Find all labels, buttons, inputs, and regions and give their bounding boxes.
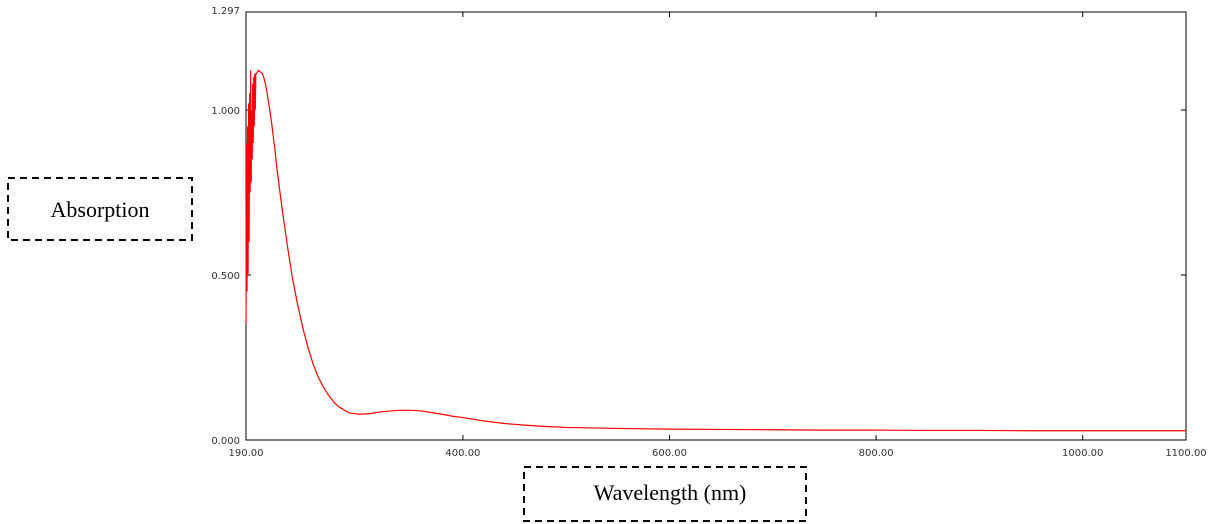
y-tick-label: 1.000	[211, 106, 240, 117]
x-axis-label: Wavelength (nm)	[594, 480, 747, 505]
x-tick-label: 600.00	[652, 448, 687, 459]
tick-layer: 190.00 400.00 600.00 800.00 1000.00 1100.00 0.…	[211, 6, 1206, 459]
x-tick-label: 190.00	[229, 448, 264, 459]
series-line	[245, 69, 1186, 432]
x-tick-label: 1000.00	[1062, 448, 1103, 459]
y-tick-label: 0.500	[211, 271, 240, 282]
x-tick-label: 400.00	[445, 448, 480, 459]
y-axis-label: Absorption	[51, 197, 150, 222]
y-tick-label: 1.297	[211, 6, 240, 17]
y-tick-label: 0.000	[211, 436, 240, 447]
plot-frame	[245, 11, 1187, 441]
y-axis-label-box	[7, 177, 193, 241]
x-tick-label: 800.00	[859, 448, 894, 459]
x-tick-label: 1100.00	[1165, 448, 1206, 459]
